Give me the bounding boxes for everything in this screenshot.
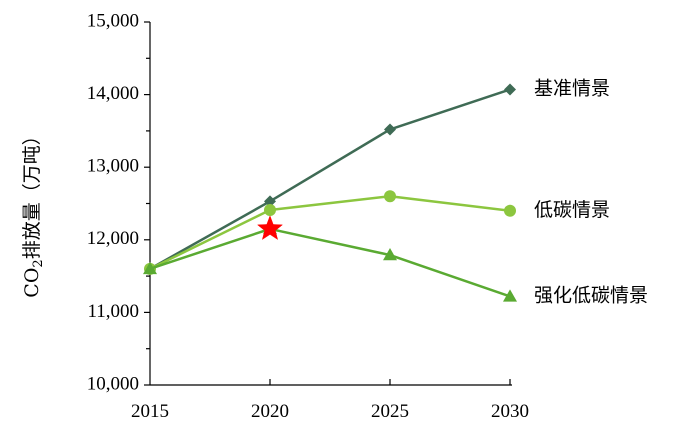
series-label: 低碳情景 [534, 199, 610, 221]
data-point-circle [384, 190, 396, 203]
series-line [149, 194, 511, 270]
y-axis-title: CO2排放量（万吨） [21, 126, 46, 297]
series-1: 低碳情景 [144, 190, 610, 275]
y-tick-label: 11,000 [87, 301, 139, 322]
x-ticks: 2015 2020 2025 2030 [131, 379, 529, 422]
series-label: 强化低碳情景 [534, 284, 648, 306]
series-0: 基准情景 [144, 78, 610, 275]
y-tick-label: 13,000 [87, 156, 139, 177]
data-point-triangle [383, 248, 397, 261]
data-point-triangle [503, 289, 517, 302]
data-point-diamond [264, 195, 276, 208]
y-axis-title-suffix: 排放量（万吨） [21, 126, 43, 259]
x-tick-label: 2030 [491, 401, 529, 422]
annotations [256, 215, 284, 241]
star-marker [256, 215, 284, 241]
y-tick-label: 10,000 [87, 373, 139, 394]
data-point-triangle [143, 261, 157, 275]
x-tick-label: 2015 [131, 401, 169, 422]
data-point-diamond [384, 123, 396, 136]
data-point-diamond [504, 83, 516, 96]
series-label: 基准情景 [534, 78, 610, 100]
series-line [149, 227, 511, 298]
x-tick-label: 2020 [251, 401, 289, 422]
data-point-circle [264, 204, 276, 217]
data-point-circle [504, 204, 516, 217]
x-tick-label: 2025 [371, 401, 409, 422]
y-axis-title-subscript: 2 [31, 259, 46, 267]
y-tick-label: 12,000 [87, 228, 139, 249]
y-axis-title-prefix: CO [21, 268, 43, 298]
y-tick-label: 14,000 [87, 83, 139, 104]
y-ticks: 10,000 11,000 12,000 13,000 14,000 15,000 [87, 10, 150, 394]
series-line [149, 88, 511, 270]
y-tick-label: 15,000 [87, 10, 139, 31]
